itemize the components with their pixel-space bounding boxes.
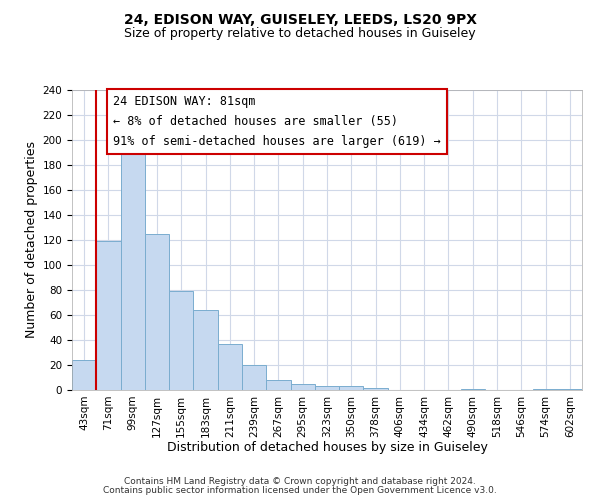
Text: 24, EDISON WAY, GUISELEY, LEEDS, LS20 9PX: 24, EDISON WAY, GUISELEY, LEEDS, LS20 9P… [124,12,476,26]
Y-axis label: Number of detached properties: Number of detached properties [25,142,38,338]
Text: 24 EDISON WAY: 81sqm
← 8% of detached houses are smaller (55)
91% of semi-detach: 24 EDISON WAY: 81sqm ← 8% of detached ho… [113,95,441,148]
Bar [72,360,96,390]
X-axis label: Distribution of detached houses by size in Guiseley: Distribution of detached houses by size … [167,441,487,454]
Bar [145,234,169,390]
Bar [96,242,121,390]
Bar [242,365,266,390]
Bar [290,384,315,390]
Bar [315,386,339,390]
Bar [266,380,290,390]
Bar [169,291,193,390]
Bar [193,310,218,390]
Bar [533,389,558,390]
Text: Size of property relative to detached houses in Guiseley: Size of property relative to detached ho… [124,28,476,40]
Bar [364,388,388,390]
Bar [218,344,242,390]
Bar [121,144,145,390]
Bar [558,389,582,390]
Text: Contains HM Land Registry data © Crown copyright and database right 2024.: Contains HM Land Registry data © Crown c… [124,477,476,486]
Text: Contains public sector information licensed under the Open Government Licence v3: Contains public sector information licen… [103,486,497,495]
Bar [339,386,364,390]
Bar [461,389,485,390]
